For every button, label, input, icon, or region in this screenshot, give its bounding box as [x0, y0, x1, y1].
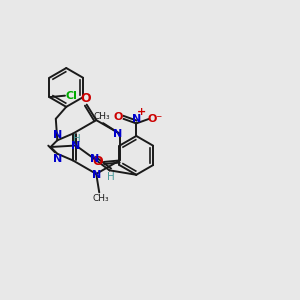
- Text: H: H: [73, 134, 81, 144]
- Text: N: N: [112, 129, 122, 139]
- Text: N: N: [132, 114, 141, 124]
- Text: CH₃: CH₃: [94, 112, 110, 121]
- Text: O: O: [114, 112, 123, 122]
- Text: N: N: [90, 154, 99, 164]
- Text: N: N: [92, 170, 101, 180]
- Text: CH₃: CH₃: [92, 194, 109, 203]
- Text: N: N: [53, 130, 62, 140]
- Text: H: H: [107, 172, 115, 182]
- Text: O: O: [92, 155, 103, 168]
- Text: +: +: [137, 107, 146, 117]
- Text: N: N: [71, 140, 81, 151]
- Text: N: N: [53, 154, 62, 164]
- Text: O: O: [80, 92, 91, 105]
- Text: Cl: Cl: [66, 91, 77, 101]
- Text: O⁻: O⁻: [148, 114, 163, 124]
